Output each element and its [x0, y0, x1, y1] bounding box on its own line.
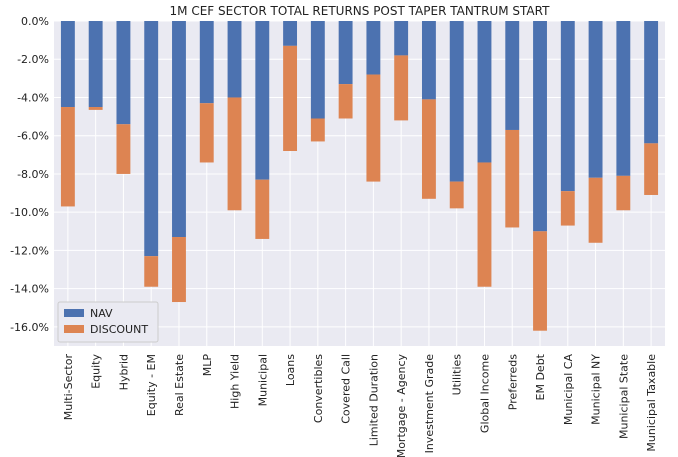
bar-nav: [560, 21, 575, 192]
y-tick-label: 0.0%: [21, 15, 49, 28]
x-tick-label: Convertibles: [312, 354, 325, 423]
bar-discount: [88, 107, 103, 110]
x-tick-label: Municipal CA: [562, 354, 575, 426]
bar-discount: [560, 191, 575, 226]
legend-label-nav: NAV: [90, 307, 113, 320]
bar-discount: [449, 181, 464, 209]
bar-nav: [394, 21, 409, 56]
x-tick-label: High Yield: [229, 354, 242, 409]
x-tick-label: Preferreds: [506, 354, 519, 410]
x-tick-label: Municipal NY: [590, 354, 603, 425]
bar-nav: [144, 21, 159, 257]
legend-swatch-nav: [64, 309, 84, 317]
x-tick-label: Equity - EM: [145, 354, 158, 416]
x-tick-label: Investment Grade: [423, 354, 436, 454]
legend-swatch-discount: [64, 325, 84, 333]
bar-discount: [310, 118, 325, 142]
x-tick-label: EM Debt: [534, 353, 547, 400]
bar-nav: [616, 21, 631, 176]
x-tick-label: Municipal Taxable: [645, 354, 658, 452]
y-tick-label: -4.0%: [17, 91, 49, 104]
y-tick-label: -14.0%: [10, 283, 49, 296]
chart-title: 1M CEF SECTOR TOTAL RETURNS POST TAPER T…: [170, 4, 551, 18]
x-tick-label: Limited Duration: [367, 354, 380, 446]
bar-discount: [533, 231, 547, 331]
bar-nav: [172, 21, 186, 238]
x-tick-label: Equity: [90, 354, 103, 389]
bar-discount: [505, 129, 520, 228]
x-tick-label: Mortgage - Agency: [395, 354, 408, 457]
legend-label-discount: DISCOUNT: [90, 323, 148, 336]
x-tick-label: Global Income: [478, 354, 491, 433]
bar-nav: [505, 21, 520, 130]
bar-discount: [366, 74, 381, 182]
bar-nav: [227, 21, 242, 98]
bar-nav: [449, 21, 464, 182]
x-tick-label: Multi-Sector: [62, 354, 75, 421]
bar-discount: [199, 103, 214, 163]
x-tick-label: Covered Call: [340, 354, 353, 424]
bar-discount: [421, 99, 436, 199]
bar-nav: [116, 21, 131, 125]
x-tick-label: Hybrid: [117, 354, 130, 390]
y-tick-label: -16.0%: [10, 321, 49, 334]
x-tick-label: Real Estate: [173, 354, 186, 416]
bar-nav: [310, 21, 325, 119]
bar-discount: [477, 162, 492, 287]
y-tick-label: -12.0%: [10, 244, 49, 257]
x-tick-label: Loans: [284, 354, 297, 386]
bar-discount: [172, 237, 186, 303]
bar-discount: [144, 256, 159, 287]
bar-nav: [366, 21, 381, 75]
y-tick-label: -2.0%: [17, 53, 49, 66]
x-tick-label: MLP: [201, 354, 214, 377]
bar-discount: [338, 84, 353, 119]
y-axis-ticks: 0.0% -2.0% -4.0% -6.0% -8.0% -10.0% -12.0% -14.…: [10, 15, 49, 334]
x-tick-label: Municipal State: [617, 354, 630, 439]
bar-discount: [283, 45, 298, 152]
bar-discount: [60, 107, 75, 207]
bar-nav: [644, 21, 659, 144]
bar-nav: [88, 21, 103, 108]
bar-discount: [255, 179, 270, 239]
y-tick-label: -6.0%: [17, 130, 49, 143]
bar-nav: [60, 21, 75, 108]
bar-discount: [644, 143, 659, 195]
x-tick-label: Utilities: [451, 354, 464, 396]
bar-discount: [227, 97, 242, 211]
y-tick-label: -8.0%: [17, 168, 49, 181]
bar-nav: [477, 21, 492, 163]
x-axis-ticks: Multi-Sector Equity Hybrid Equity - EM Real …: [62, 353, 658, 457]
bar-nav: [533, 21, 547, 232]
bar-nav: [421, 21, 436, 100]
bar-discount: [588, 177, 603, 243]
bar-nav: [588, 21, 603, 178]
bar-nav: [199, 21, 214, 104]
bar-discount: [116, 124, 131, 174]
legend: NAV DISCOUNT: [57, 301, 159, 343]
bars: [60, 21, 659, 331]
bar-nav: [338, 21, 353, 85]
bar-discount: [616, 175, 631, 211]
bar-nav: [283, 21, 298, 46]
bar-discount: [394, 55, 409, 121]
y-tick-label: -10.0%: [10, 206, 49, 219]
x-tick-label: Municipal: [256, 354, 269, 406]
bar-nav: [255, 21, 270, 180]
